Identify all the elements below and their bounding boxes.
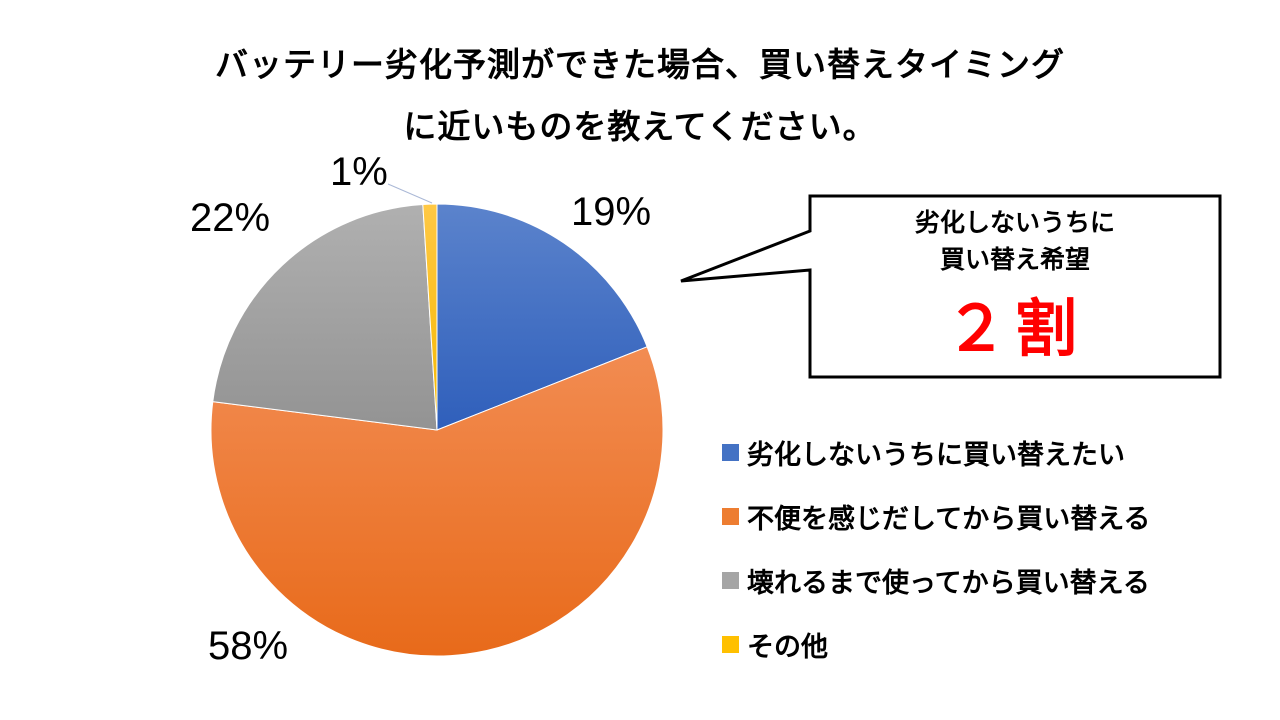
label-before-degrade-pct: 19% [571,190,652,234]
legend-item-before-degrade: 劣化しないうちに買い替えたい [722,420,1150,484]
chart-title-line-2: に近いものを教えてください。 [403,107,877,146]
callout-line-2: 買い替え希望 [939,245,1090,274]
slice-until-broken [212,203,438,431]
legend-label: 劣化しないうちに買い替えたい [747,439,1125,471]
leader-line [387,183,433,204]
pie-slices [210,203,664,657]
callout-highlight: ２割 [944,295,1085,364]
label-other-pct: 1% [330,150,388,194]
callout-box [680,194,1222,379]
legend-item-until-broken: 壊れるまで使ってから買い替える [722,548,1150,612]
legend-swatch-yellow [722,635,739,653]
legend-swatch-orange [722,507,739,525]
legend-item-other: その他 [722,612,1150,676]
legend-label: 不便を感じだしてから買い替える [747,503,1151,535]
legend-label: 壊れるまで使ってから買い替える [747,567,1150,599]
chart-title-line-1: バッテリー劣化予測ができた場合、買い替えタイミング [215,45,1065,84]
slice-other [422,203,438,431]
legend: 劣化しないうちに買い替えたい 不便を感じだしてから買い替える 壊れるまで使ってか… [722,420,1150,676]
label-when-inconvenient-pct: 58% [208,624,289,668]
label-until-broken-pct: 22% [190,196,271,240]
legend-label: その他 [747,631,828,663]
callout-line-1: 劣化しないうちに [914,208,1115,237]
legend-swatch-gray [722,571,739,589]
slice-before-degrade [436,203,648,431]
legend-swatch-blue [722,443,739,461]
slice-when-inconvenient [210,346,664,657]
legend-item-when-inconvenient: 不便を感じだしてから買い替える [722,484,1150,548]
